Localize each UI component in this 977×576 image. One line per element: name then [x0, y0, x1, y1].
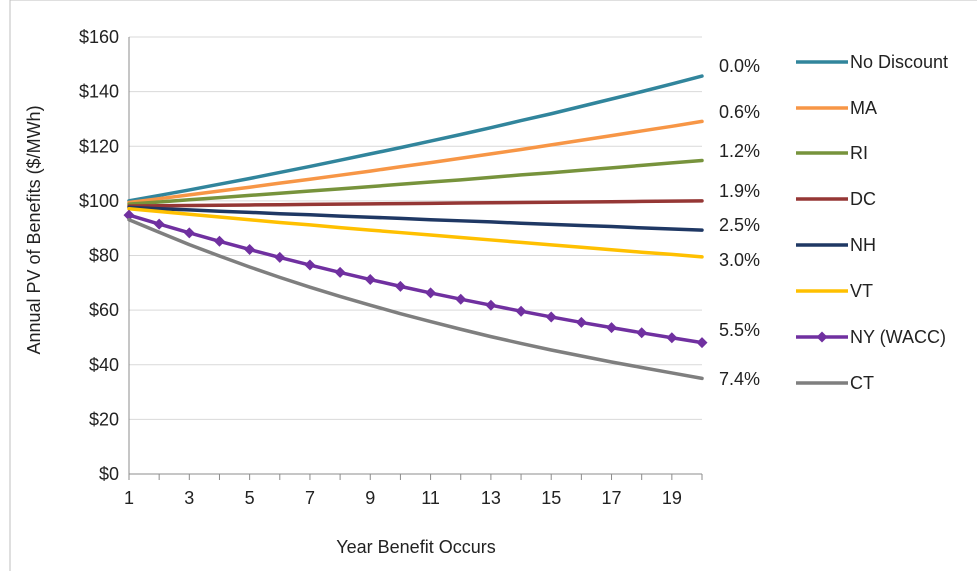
series-line-4	[127, 205, 704, 232]
data-point	[153, 218, 165, 230]
data-point	[666, 332, 678, 344]
axes	[128, 37, 703, 480]
y-tick-label: $0	[99, 464, 119, 484]
data-point	[545, 311, 557, 323]
y-axis-label: Annual PV of Benefits ($/MWh)	[24, 105, 44, 354]
legend-label: CT	[850, 373, 874, 393]
data-point	[515, 305, 527, 317]
x-tick-label: 11	[421, 488, 440, 508]
series-lines	[123, 74, 708, 381]
legend-label: NY (WACC)	[850, 327, 946, 347]
rate-labels: 0.0% 0.6% 1.2% 1.9% 2.5% 3.0% 5.5% 7.4%	[719, 56, 760, 389]
rate-label: 1.2%	[719, 141, 760, 161]
x-tick-label: 5	[245, 488, 255, 508]
gridlines	[129, 36, 702, 420]
x-tick-label: 7	[305, 488, 315, 508]
x-tick-label: 19	[662, 488, 682, 508]
data-point	[274, 251, 286, 263]
legend-label: VT	[850, 281, 873, 301]
rate-label: 7.4%	[719, 369, 760, 389]
x-tick-label: 17	[602, 488, 622, 508]
y-tick-label: $160	[79, 27, 119, 47]
data-point	[304, 259, 316, 271]
series-line-7	[127, 217, 704, 381]
y-tick-labels: $0 $20 $40 $60 $80 $100 $120 $140 $160	[79, 27, 119, 484]
series-line-1	[127, 119, 704, 205]
rate-label: 0.0%	[719, 56, 760, 76]
x-tick-label: 1	[124, 488, 134, 508]
rate-label: 2.5%	[719, 215, 760, 235]
x-axis-label: Year Benefit Occurs	[336, 537, 495, 557]
y-tick-label: $100	[79, 191, 119, 211]
x-tick-label: 15	[541, 488, 561, 508]
data-point	[696, 337, 708, 349]
y-tick-label: $40	[89, 355, 119, 375]
series-line-0	[127, 74, 704, 203]
x-tick-label: 13	[481, 488, 501, 508]
data-point	[394, 280, 406, 292]
data-point	[244, 243, 256, 255]
data-point	[425, 287, 437, 299]
y-tick-label: $60	[89, 300, 119, 320]
rate-label: 3.0%	[719, 250, 760, 270]
legend-label: NH	[850, 235, 876, 255]
series-line-3	[127, 199, 704, 208]
legend: No Discount MA RI DC NH VT NY (WACC) CT	[796, 52, 948, 393]
legend-label: No Discount	[850, 52, 948, 72]
series-line-6	[127, 213, 704, 345]
legend-marker	[816, 331, 828, 343]
data-point	[455, 293, 467, 305]
rate-label: 0.6%	[719, 102, 760, 122]
series-line-2	[127, 158, 704, 206]
legend-label: MA	[850, 98, 877, 118]
rate-label: 1.9%	[719, 181, 760, 201]
data-point	[485, 299, 497, 311]
x-tick-labels: 1 3 5 7 9 11 13 15 17 19	[124, 488, 682, 508]
x-tick-label: 9	[365, 488, 375, 508]
x-tick-label: 3	[184, 488, 194, 508]
data-point	[575, 316, 587, 328]
data-point	[636, 327, 648, 339]
legend-label: RI	[850, 143, 868, 163]
y-tick-label: $80	[89, 246, 119, 266]
data-point	[364, 274, 376, 286]
data-point	[213, 235, 225, 247]
data-point	[183, 227, 195, 239]
data-point	[123, 209, 135, 221]
y-tick-label: $20	[89, 409, 119, 429]
y-tick-label: $140	[79, 82, 119, 102]
y-tick-label: $120	[79, 136, 119, 156]
data-point	[334, 266, 346, 278]
legend-label: DC	[850, 189, 876, 209]
rate-label: 5.5%	[719, 320, 760, 340]
data-point	[606, 322, 618, 334]
series-line-5	[127, 207, 704, 259]
